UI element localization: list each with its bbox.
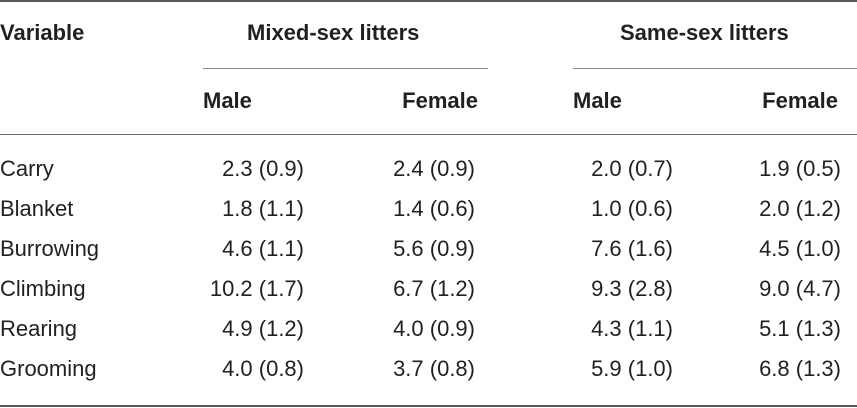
cell-mixed-male: 4.9 (1.2): [222, 316, 304, 341]
cell-mixed-female: 1.4 (0.6): [393, 196, 475, 221]
cell-mixed-female: 3.7 (0.8): [393, 356, 475, 381]
cell-same-female: 4.5 (1.0): [759, 236, 841, 261]
cell-mixed-male: 10.2 (1.7): [209, 276, 304, 301]
header-mixed-female: Female: [402, 88, 478, 113]
table-bottom-rule: [0, 405, 857, 407]
cell-same-male: 5.9 (1.0): [591, 356, 673, 381]
header-group-mixed: Mixed-sex litters: [247, 20, 420, 45]
table-top-rule: [0, 0, 857, 2]
group-rule-mixed: [203, 68, 488, 69]
row-variable: Grooming: [0, 356, 97, 381]
cell-mixed-male: 2.3 (0.9): [222, 156, 304, 181]
cell-same-female: 6.8 (1.3): [759, 356, 841, 381]
header-bottom-rule: [0, 134, 857, 136]
cell-same-male: 7.6 (1.6): [591, 236, 673, 261]
cell-same-male: 1.0 (0.6): [591, 196, 673, 221]
header-group-same: Same-sex litters: [620, 20, 789, 45]
cell-mixed-female: 6.7 (1.2): [393, 276, 475, 301]
row-variable: Blanket: [0, 196, 74, 221]
header-mixed-male: Male: [203, 88, 252, 113]
cell-same-male: 2.0 (0.7): [591, 156, 673, 181]
cell-mixed-female: 5.6 (0.9): [393, 236, 475, 261]
cell-same-male: 9.3 (2.8): [591, 276, 673, 301]
header-variable: Variable: [0, 20, 85, 45]
cell-same-female: 5.1 (1.3): [759, 316, 841, 341]
cell-mixed-male: 1.8 (1.1): [222, 196, 304, 221]
row-variable: Carry: [0, 156, 54, 181]
header-same-male: Male: [573, 88, 622, 113]
header-same-female: Female: [762, 88, 838, 113]
cell-same-female: 2.0 (1.2): [759, 196, 841, 221]
cell-mixed-female: 2.4 (0.9): [393, 156, 475, 181]
cell-same-male: 4.3 (1.1): [591, 316, 673, 341]
cell-mixed-male: 4.0 (0.8): [222, 356, 304, 381]
row-variable: Climbing: [0, 276, 86, 301]
group-rule-same: [573, 68, 857, 69]
row-variable: Burrowing: [0, 236, 100, 261]
cell-mixed-female: 4.0 (0.9): [393, 316, 475, 341]
cell-same-female: 1.9 (0.5): [759, 156, 841, 181]
cell-same-female: 9.0 (4.7): [759, 276, 841, 301]
row-variable: Rearing: [0, 316, 78, 341]
cell-mixed-male: 4.6 (1.1): [222, 236, 304, 261]
